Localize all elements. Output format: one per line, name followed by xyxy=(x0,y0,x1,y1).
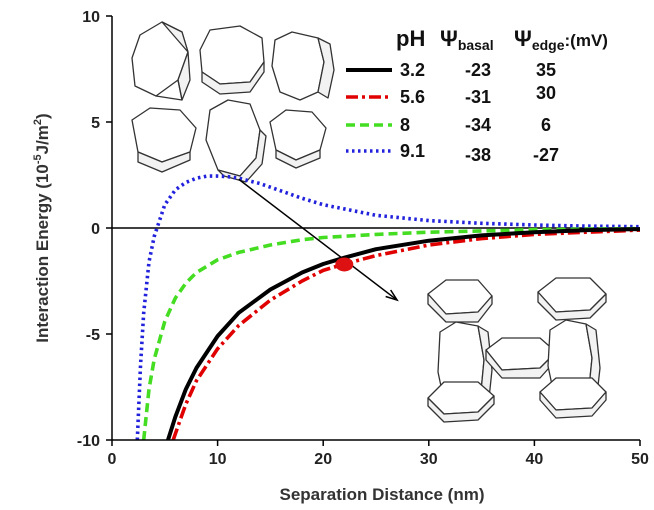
y-tick-label: -10 xyxy=(77,433,100,450)
arrow-head-icon xyxy=(385,289,399,302)
legend-edge-value: 35 xyxy=(536,60,556,80)
point-marker xyxy=(335,257,354,272)
legend-basal-value: -38 xyxy=(465,145,491,165)
x-axis-title: Separation Distance (nm) xyxy=(280,485,485,504)
y-tick-label: 5 xyxy=(91,115,100,132)
legend-header-edge: Ψedge:(mV) xyxy=(514,26,608,53)
legend-ph-value: 5.6 xyxy=(400,87,425,107)
series-line-ph-3-2 xyxy=(166,227,640,440)
legend-ph-value: 3.2 xyxy=(400,60,425,80)
legend-header-ph: pH xyxy=(396,26,425,51)
legend-header-basal: Ψbasal xyxy=(440,26,494,53)
series-line-ph-9-1 xyxy=(135,174,640,440)
legend-row-ph-9-1: 9.1 -38 -27 xyxy=(346,141,559,165)
y-tick-label: 0 xyxy=(91,221,100,238)
y-axis-title: Interaction Energy (10-5J/m2) xyxy=(32,113,52,342)
series-group xyxy=(135,174,640,440)
x-tick-label: 10 xyxy=(209,451,227,468)
aggregated-crystals-illustration xyxy=(427,277,607,423)
legend-row-ph-5-6: 5.6 -31 30 xyxy=(346,83,556,107)
aggregation-arrow xyxy=(238,178,398,301)
legend-edge-value: 6 xyxy=(541,115,551,135)
series-line-ph-5-6 xyxy=(171,228,640,440)
legend: pH Ψbasal Ψedge:(mV) 3.2 -23 35 5.6 -31 30 8 -3… xyxy=(346,26,608,165)
legend-basal-value: -31 xyxy=(465,87,491,107)
dispersed-crystals-illustration xyxy=(131,21,335,183)
legend-edge-value: -27 xyxy=(533,145,559,165)
x-tick-label: 20 xyxy=(314,451,332,468)
legend-basal-value: -23 xyxy=(465,60,491,80)
legend-basal-value: -34 xyxy=(465,115,491,135)
y-tick-label: -5 xyxy=(86,327,100,344)
x-tick-label: 50 xyxy=(631,451,649,468)
legend-row-ph-3-2: 3.2 -23 35 xyxy=(346,60,556,80)
y-tick-label: 10 xyxy=(82,9,100,26)
x-tick-label: 40 xyxy=(526,451,544,468)
legend-ph-value: 8 xyxy=(400,115,410,135)
x-tick-label: 30 xyxy=(420,451,438,468)
legend-edge-value: 30 xyxy=(536,83,556,103)
series-line-ph-8 xyxy=(141,226,640,440)
x-tick-label: 0 xyxy=(108,451,117,468)
legend-row-ph-8: 8 -34 6 xyxy=(346,115,551,135)
legend-ph-value: 9.1 xyxy=(400,141,425,161)
